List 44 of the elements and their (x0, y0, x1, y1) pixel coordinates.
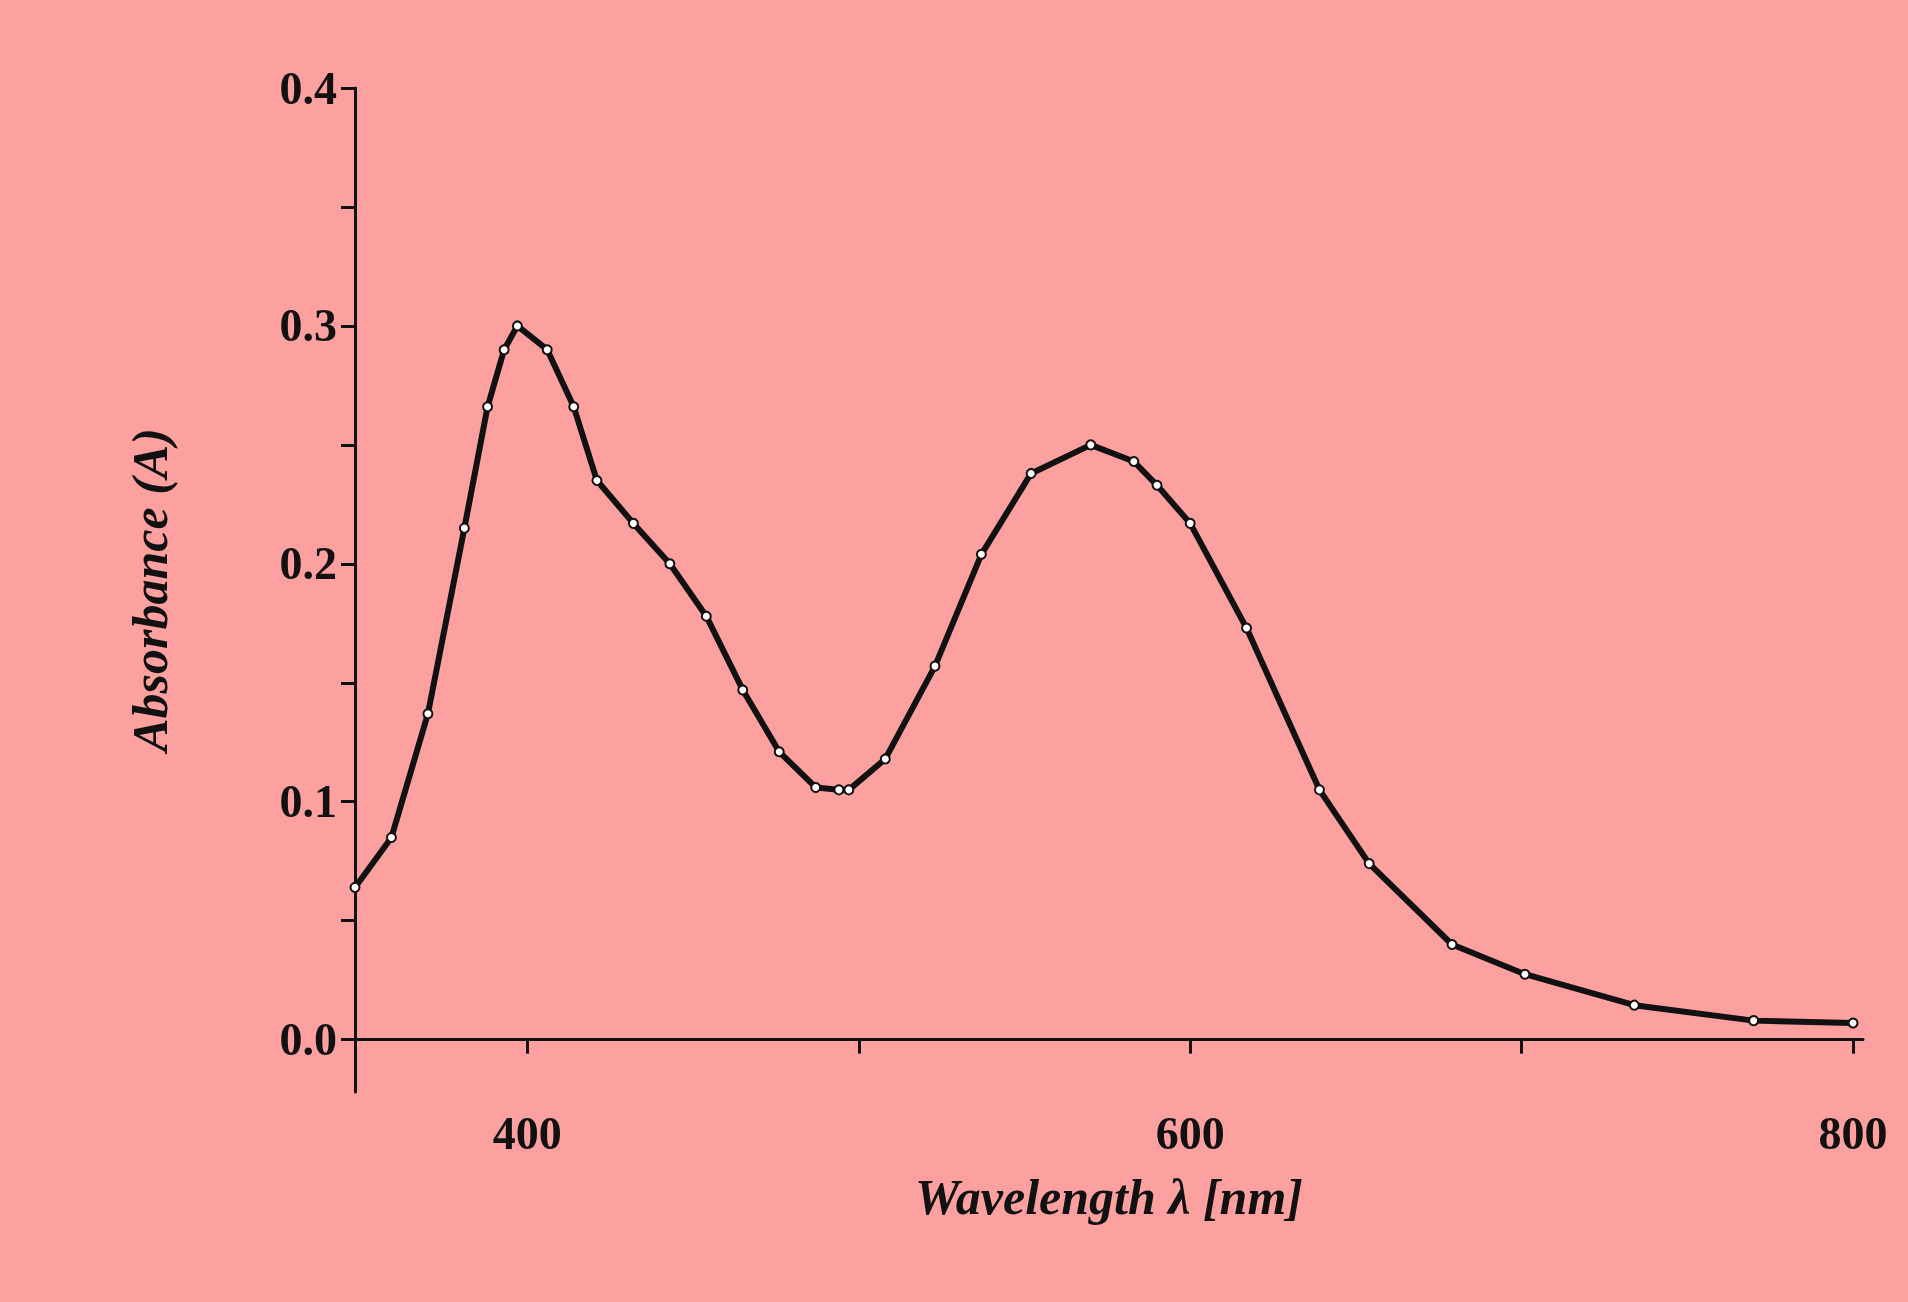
y-tick-label: 0.3 (279, 300, 337, 352)
y-tick-label: 0.1 (279, 776, 337, 828)
y-tick-label: 0.4 (279, 62, 337, 114)
point (349, 881, 361, 893)
point (1748, 1015, 1760, 1027)
x-tick-label: 600 (1155, 1107, 1225, 1159)
point (664, 558, 676, 570)
point (975, 548, 987, 560)
point (458, 522, 470, 534)
point (627, 517, 639, 529)
point (1519, 968, 1531, 980)
point (385, 831, 397, 843)
point (929, 660, 941, 672)
point (1085, 439, 1097, 451)
point (1446, 939, 1458, 950)
x-tick-label: 400 (492, 1107, 562, 1159)
y-tick-label: 0.0 (279, 1014, 337, 1066)
point (833, 784, 845, 796)
point (879, 753, 891, 765)
point (422, 708, 434, 720)
x-tick-label: 800 (1818, 1107, 1888, 1159)
point (568, 401, 580, 413)
y-tick-label: 0.2 (279, 538, 337, 590)
y-axis-title: Absorbance (A) (122, 428, 178, 755)
point (1628, 999, 1640, 1011)
point (810, 781, 822, 793)
point (482, 401, 494, 413)
x-axis-title: Wavelength λ [nm] (915, 1169, 1303, 1225)
point (541, 344, 553, 356)
point (843, 784, 855, 796)
point (1128, 456, 1140, 468)
point (511, 320, 523, 332)
point (1151, 479, 1163, 491)
point (737, 684, 749, 696)
point (1184, 517, 1196, 529)
point (1363, 858, 1375, 870)
point (1847, 1017, 1859, 1029)
point (773, 746, 785, 758)
point (700, 610, 712, 622)
point (1025, 467, 1037, 479)
point (1241, 622, 1253, 634)
point (1313, 784, 1325, 796)
point (498, 344, 510, 356)
point (591, 475, 603, 487)
